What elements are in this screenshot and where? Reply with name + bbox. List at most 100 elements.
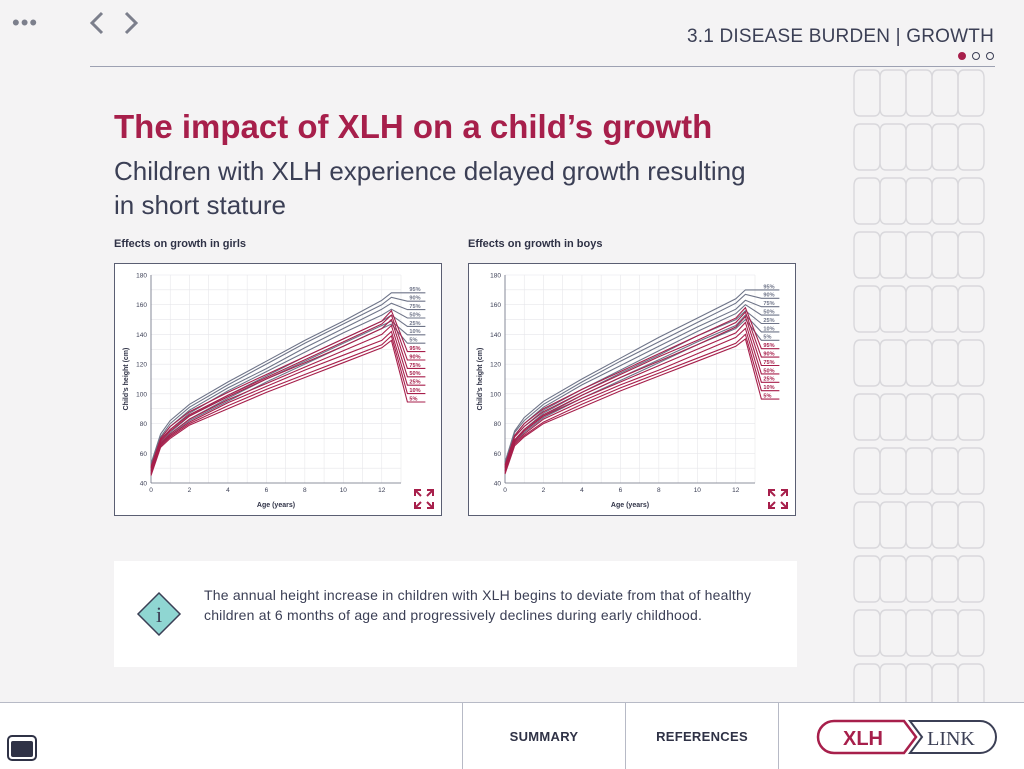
xlh-curve-95pct xyxy=(504,306,780,466)
percentile-label: 25% xyxy=(409,380,420,386)
expand-arrows-icon[interactable] xyxy=(768,489,788,509)
expand-arrow xyxy=(768,489,776,497)
page-title: The impact of XLH on a child’s growth xyxy=(114,108,713,145)
xlh-curve-10pct xyxy=(150,334,426,475)
xlh-curve-50pct xyxy=(150,324,426,472)
more-dots-icon[interactable]: ••• xyxy=(12,10,39,35)
xlh-curve-95pct xyxy=(150,309,426,467)
xlh-curve-5pct xyxy=(150,339,426,476)
percentile-label: 50% xyxy=(409,371,420,377)
page-dot-active[interactable] xyxy=(958,52,966,60)
y-tick-label: 80 xyxy=(494,421,502,428)
healthy-curve-90pct xyxy=(504,293,780,464)
expand-arrow xyxy=(768,501,776,509)
xlh-curve-25pct xyxy=(504,327,780,472)
references-button[interactable]: REFERENCES xyxy=(656,728,748,744)
chevron-right-icon[interactable] xyxy=(122,10,140,40)
x-tick-label: 12 xyxy=(378,487,386,494)
expand-arrow xyxy=(426,489,434,497)
x-tick-label: 2 xyxy=(542,487,546,494)
y-tick-label: 160 xyxy=(490,302,501,309)
healthy-curve-50pct xyxy=(150,308,426,470)
y-axis-label: Child’s height (cm) xyxy=(477,348,484,411)
healthy-curve-95pct xyxy=(150,292,426,464)
percentile-label: 75% xyxy=(409,304,420,310)
percentile-label: 95% xyxy=(409,287,420,293)
page-dot[interactable] xyxy=(986,52,994,60)
percentile-label: 25% xyxy=(409,321,420,327)
percentile-label: 50% xyxy=(763,368,774,374)
percentile-label: 5% xyxy=(763,335,771,341)
logo-xlh-text: XLH xyxy=(843,728,883,750)
healthy-curve-5pct xyxy=(504,318,780,472)
boys-growth-chart-svg: 0 2 4 6 8 10 12 40 60 80 100 120 140 160 180 Age (years… xyxy=(477,273,788,509)
percentile-label: 75% xyxy=(409,363,420,369)
xlh-curve-75pct xyxy=(150,318,426,470)
x-tick-label: 4 xyxy=(226,487,230,494)
bar-divider xyxy=(778,703,779,769)
y-tick-label: 180 xyxy=(490,273,501,280)
bar-divider xyxy=(462,703,463,769)
x-tick-label: 0 xyxy=(149,487,153,494)
y-tick-label: 60 xyxy=(494,451,502,458)
section-title: 3.1 DISEASE BURDEN | GROWTH xyxy=(687,26,994,47)
percentile-label: 10% xyxy=(763,326,774,332)
info-callout: i The annual height increase in children… xyxy=(114,561,797,667)
percentile-label: 75% xyxy=(763,301,774,307)
x-tick-label: 4 xyxy=(580,487,584,494)
info-icon: i xyxy=(136,591,182,637)
girls-growth-chart-svg: 0 2 4 6 8 10 12 40 60 80 100 120 140 160 180 Age (years… xyxy=(123,273,434,509)
y-tick-label: 60 xyxy=(140,451,148,458)
x-axis-label: Age (years) xyxy=(611,502,649,509)
x-tick-label: 0 xyxy=(503,487,507,494)
girls-growth-chart[interactable]: 0 2 4 6 8 10 12 40 60 80 100 120 140 160 180 Age (years… xyxy=(114,263,442,516)
boys-growth-chart[interactable]: 0 2 4 6 8 10 12 40 60 80 100 120 140 160 180 Age (years… xyxy=(468,263,796,516)
x-tick-label: 8 xyxy=(657,487,661,494)
page-dot[interactable] xyxy=(972,52,980,60)
expand-arrow xyxy=(780,501,788,509)
chain-pattern-decoration xyxy=(853,69,985,706)
boys-chart-label: Effects on growth in boys xyxy=(468,238,603,250)
healthy-curve-50pct xyxy=(504,304,780,467)
info-text: The annual height increase in children w… xyxy=(204,587,752,623)
x-tick-label: 6 xyxy=(619,487,623,494)
xlh-link-logo[interactable]: XLH LINK xyxy=(816,719,998,755)
summary-button[interactable]: SUMMARY xyxy=(509,728,579,744)
y-tick-label: 140 xyxy=(490,332,501,339)
expand-arrow xyxy=(414,489,422,497)
bottom-bar: SUMMARY REFERENCES XLH LINK xyxy=(0,702,1024,769)
y-tick-label: 80 xyxy=(140,421,148,428)
y-tick-label: 160 xyxy=(136,302,147,309)
x-tick-label: 10 xyxy=(340,487,348,494)
percentile-label: 90% xyxy=(409,354,420,360)
percentile-label: 50% xyxy=(763,309,774,315)
percentile-label: 90% xyxy=(763,351,774,357)
healthy-curve-90pct xyxy=(150,296,426,466)
percentile-label: 90% xyxy=(409,296,420,302)
y-tick-label: 100 xyxy=(136,391,147,398)
y-tick-label: 100 xyxy=(490,391,501,398)
chevron-left-icon[interactable] xyxy=(88,10,106,40)
xlh-curve-5pct xyxy=(504,337,780,475)
percentile-label: 25% xyxy=(763,318,774,324)
percentile-label: 25% xyxy=(763,377,774,383)
info-icon-glyph: i xyxy=(156,602,162,627)
percentile-label: 5% xyxy=(763,393,771,399)
percentile-label: 10% xyxy=(409,329,420,335)
x-tick-label: 10 xyxy=(694,487,702,494)
x-axis-label: Age (years) xyxy=(257,502,295,509)
page-indicator[interactable] xyxy=(958,52,994,60)
y-tick-label: 40 xyxy=(494,481,502,488)
y-tick-label: 180 xyxy=(136,273,147,280)
xlh-curve-25pct xyxy=(150,330,426,473)
y-tick-label: 120 xyxy=(136,362,147,369)
percentile-label: 95% xyxy=(763,343,774,349)
percentile-label: 75% xyxy=(763,360,774,366)
expand-arrows-icon[interactable] xyxy=(414,489,434,509)
xlh-curve-50pct xyxy=(504,321,780,470)
expand-arrow xyxy=(414,501,422,509)
home-screen-icon[interactable] xyxy=(7,735,37,766)
healthy-curve-95pct xyxy=(504,289,780,463)
healthy-curve-10pct xyxy=(150,320,426,473)
xlh-curve-90pct xyxy=(150,314,426,469)
